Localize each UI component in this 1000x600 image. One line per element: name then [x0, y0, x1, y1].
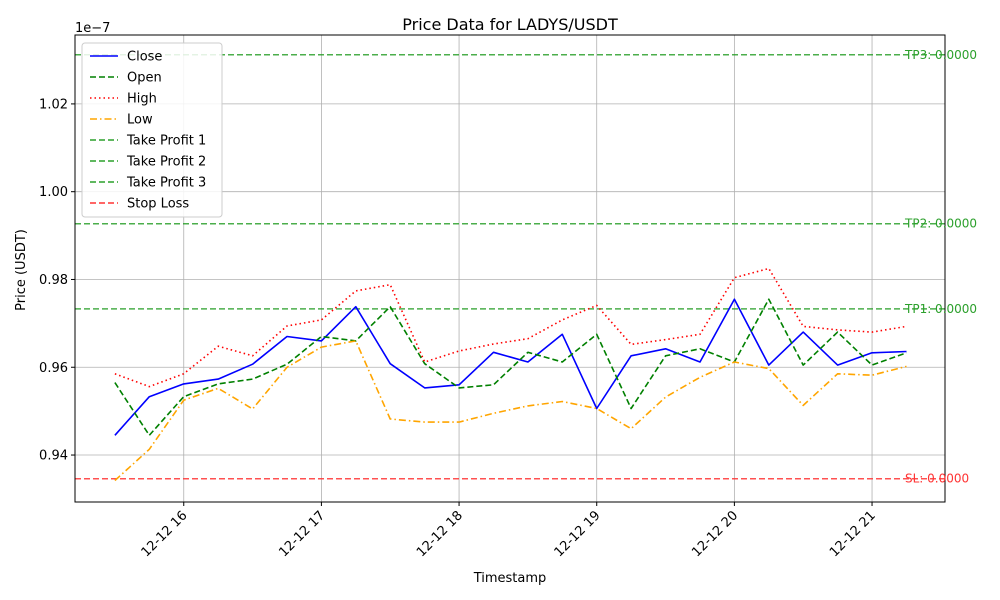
- y-axis-ticks: 0.94 0.96 0.98 1.00 1.02: [39, 97, 75, 464]
- series-close-line: [114, 298, 907, 436]
- chart-title: Price Data for LADYS/USDT: [402, 15, 618, 34]
- series-lines: [114, 267, 907, 482]
- legend-label: Take Profit 1: [126, 134, 206, 149]
- level-label: SL: 0.0000: [905, 472, 969, 486]
- legend-box: [81, 42, 223, 218]
- legend-label: Take Profit 2: [126, 155, 206, 170]
- x-tick-label: 12-12 19: [552, 508, 604, 560]
- x-tick-label: 12-12 20: [689, 508, 741, 560]
- legend-label: Low: [127, 113, 153, 128]
- x-tick-label: 12-12 17: [276, 508, 328, 560]
- y-axis-label: Price (USDT): [14, 229, 29, 311]
- legend-label: Stop Loss: [127, 197, 189, 212]
- legend-label: Open: [127, 71, 162, 86]
- y-tick-label: 0.96: [39, 361, 68, 376]
- x-axis-label: Timestamp: [473, 571, 547, 586]
- level-label: TP1: 0.0000: [904, 302, 977, 316]
- y-tick-label: 0.98: [39, 273, 68, 288]
- x-axis-ticks: 12-12 16 12-12 17 12-12 18 12-12 19 12-12 20…: [139, 502, 879, 560]
- x-tick-label: 12-12 16: [139, 508, 191, 560]
- y-tick-label: 0.94: [39, 449, 68, 464]
- x-tick-label: 12-12 18: [414, 508, 466, 560]
- y-tick-label: 1.00: [39, 185, 68, 200]
- y-scale-multiplier: 1e−7: [75, 21, 110, 36]
- legend: Close Open High Low Take Profit 1 Take Profit…: [81, 42, 223, 218]
- level-label: TP3: 0.0000: [904, 48, 977, 62]
- level-labels: TP1: 0.0000 TP2: 0.0000 TP3: 0.0000 SL: 0.0…: [904, 48, 977, 486]
- legend-label: High: [127, 92, 157, 107]
- series-open-line: [114, 298, 907, 437]
- level-label: TP2: 0.0000: [904, 217, 977, 231]
- legend-label: Close: [127, 50, 162, 65]
- y-tick-label: 1.02: [39, 97, 68, 112]
- legend-label: Take Profit 3: [126, 176, 206, 191]
- plot-frame: [74, 34, 946, 503]
- x-tick-label: 12-12 21: [827, 508, 879, 560]
- series-high-line: [114, 267, 907, 388]
- series-low-line: [114, 340, 907, 482]
